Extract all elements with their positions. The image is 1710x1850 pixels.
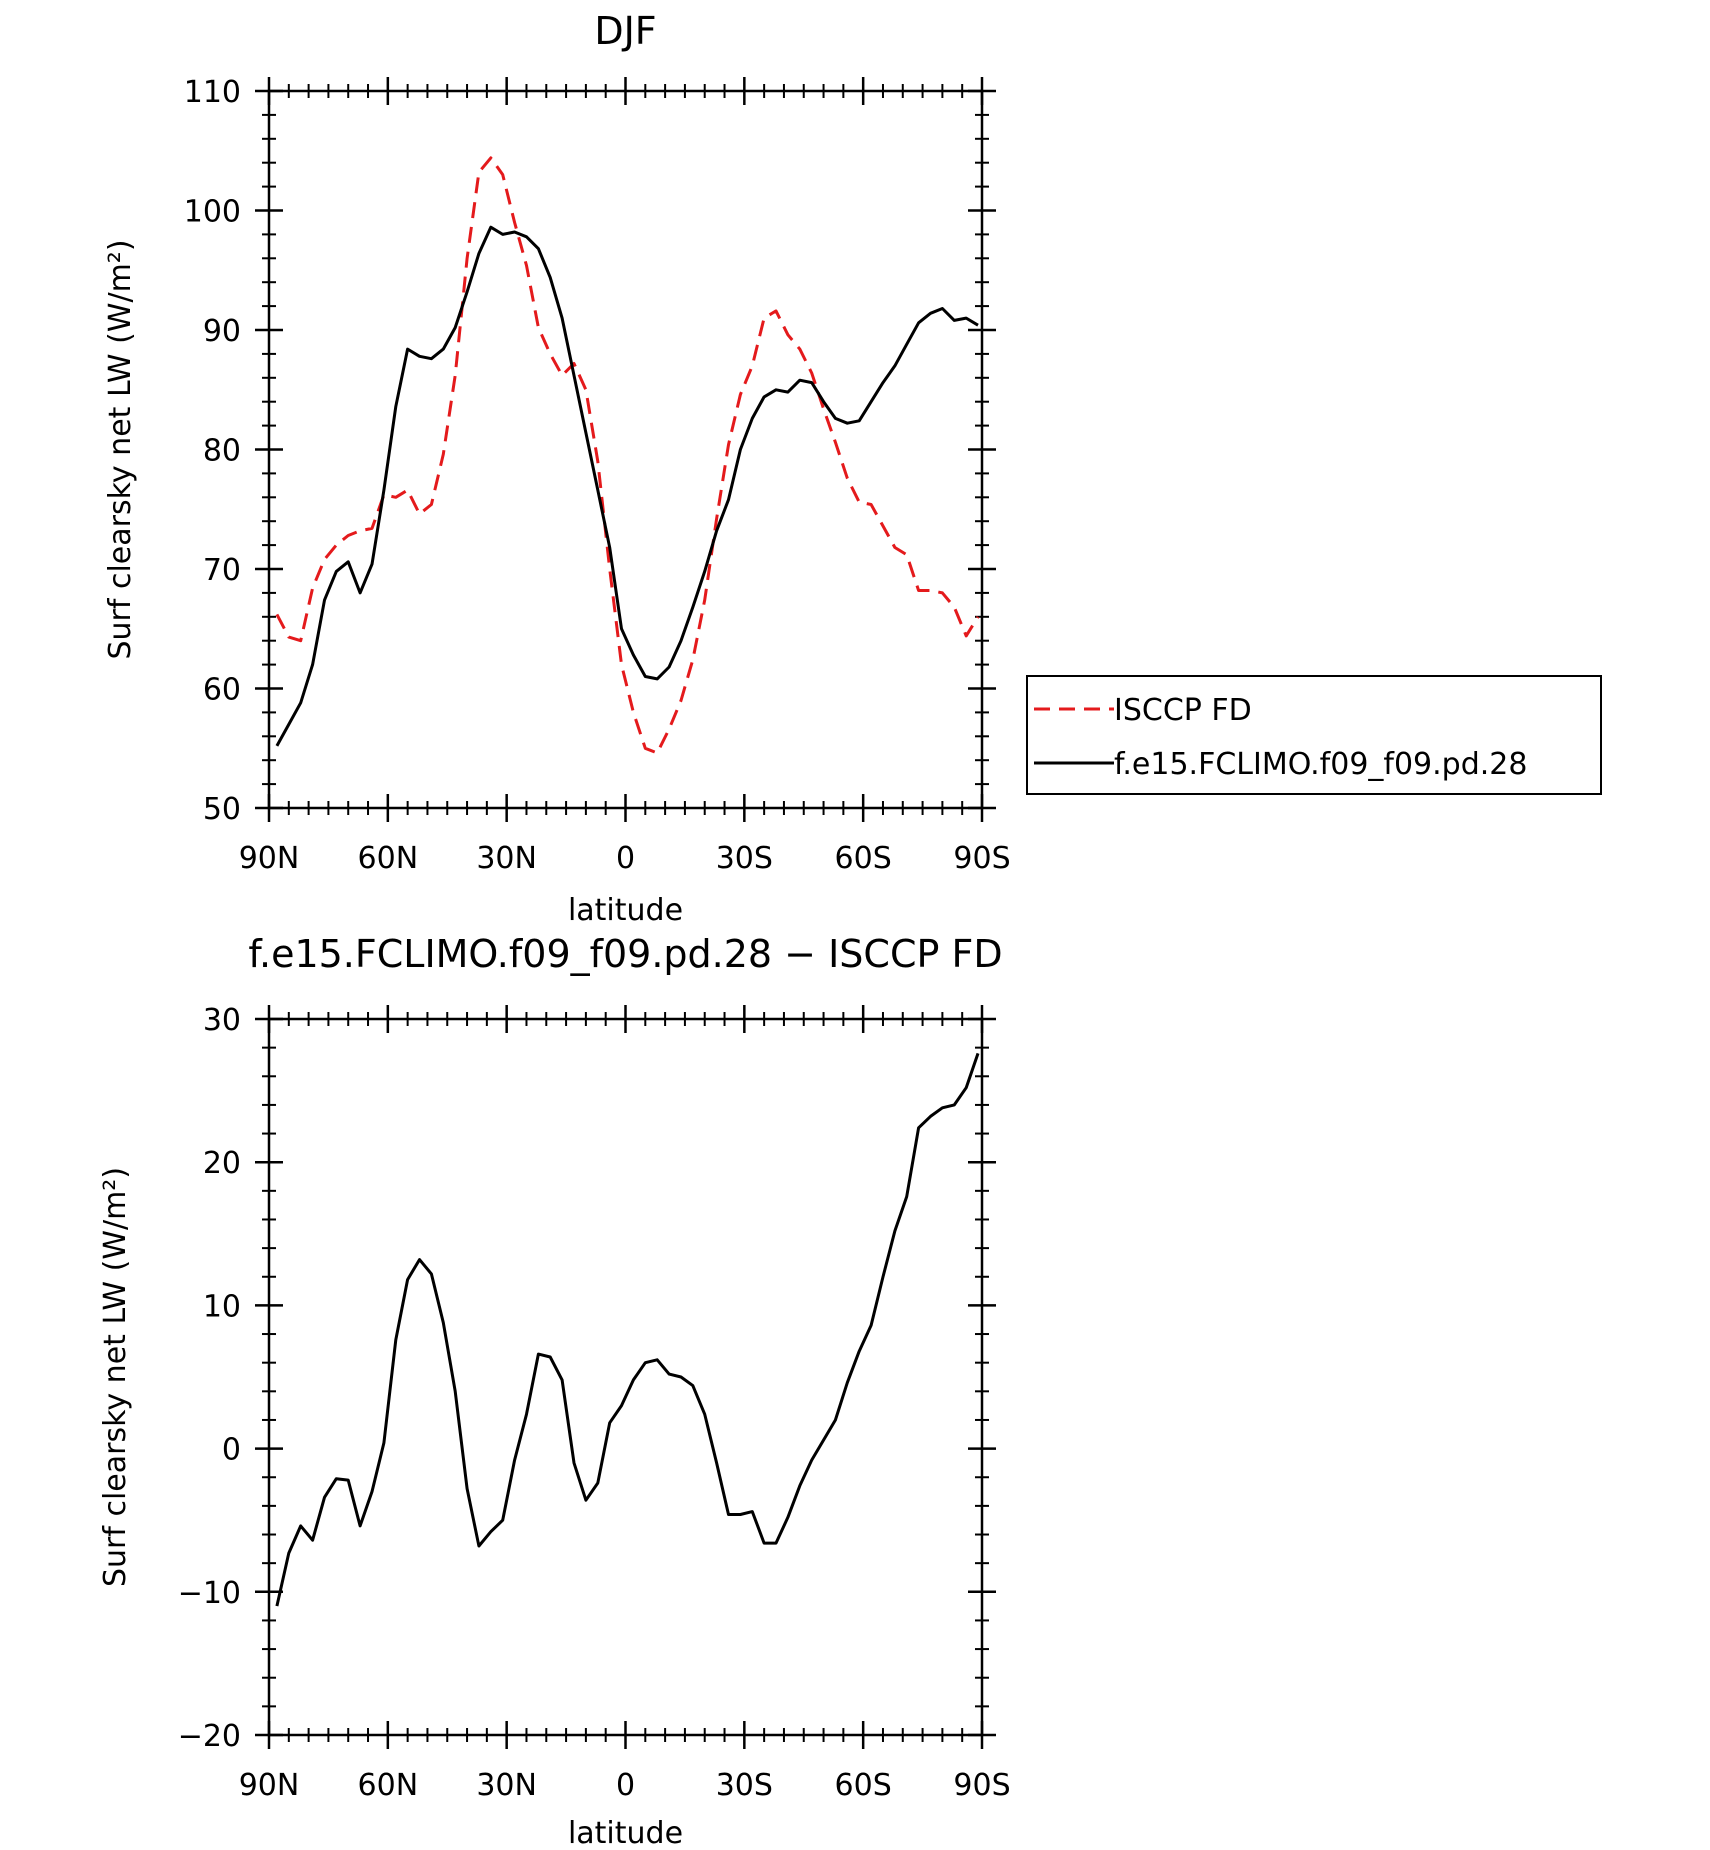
legend-label: f.e15.FCLIMO.f09_f09.pd.28 (1114, 747, 1527, 782)
chart-panel-1: DJF 50 60 70 80 90 100 110 90N 60N 30N 0 30S 60S 90S la… (103, 9, 1602, 928)
x-tick-label: 90S (953, 1768, 1010, 1803)
y-tick-label: 80 (203, 434, 241, 469)
x-tick-label: 90S (953, 841, 1010, 876)
x-tick-label: 90N (239, 841, 300, 876)
legend-label: ISCCP FD (1114, 693, 1252, 728)
x-tick-label: 60N (358, 1768, 419, 1803)
x-tick-label: 90N (239, 1768, 300, 1803)
x-tick-label: 30S (716, 1768, 773, 1803)
x-tick-label: 30S (716, 841, 773, 876)
x-tick-label: 60N (358, 841, 419, 876)
y-tick-label: −10 (178, 1576, 241, 1611)
plot-frame (267, 1017, 984, 1737)
y-tick-label: 110 (184, 75, 241, 110)
x-axis-label: latitude (568, 893, 683, 928)
x-tick-label: 30N (476, 841, 537, 876)
chart-title: DJF (594, 9, 656, 53)
y-tick-label: 30 (203, 1003, 241, 1038)
y-tick-label: 100 (184, 195, 241, 230)
y-tick-label: −20 (178, 1719, 241, 1754)
x-axis-label: latitude (568, 1816, 683, 1850)
y-axis-label: Surf clearsky net LW (W/m²) (103, 239, 138, 659)
y-tick-label: 0 (222, 1433, 241, 1468)
series-line-isccp-fd (275, 156, 980, 755)
y-tick-label: 50 (203, 792, 241, 827)
x-tick-label: 60S (835, 1768, 892, 1803)
y-tick-label: 10 (203, 1289, 241, 1324)
chart-title: f.e15.FCLIMO.f09_f09.pd.28 − ISCCP FD (248, 932, 1002, 976)
y-tick-label: 90 (203, 314, 241, 349)
legend-box (1026, 675, 1602, 795)
y-tick-label: 20 (203, 1146, 241, 1181)
series-line-difference (275, 1052, 980, 1607)
series-line-f-e15-fclimo-f09-f09-pd-28 (275, 225, 979, 747)
chart-panel-2: f.e15.FCLIMO.f09_f09.pd.28 − ISCCP FD −20… (98, 932, 1011, 1850)
y-tick-label: 60 (203, 673, 241, 708)
x-tick-label: 30N (476, 1768, 537, 1803)
x-tick-label: 0 (616, 841, 635, 876)
y-tick-label: 70 (203, 553, 241, 588)
x-tick-label: 60S (835, 841, 892, 876)
y-axis-label: Surf clearsky net LW (W/m²) (98, 1167, 133, 1587)
x-tick-label: 0 (616, 1768, 635, 1803)
plot-frame (267, 89, 984, 810)
legend: ISCCP FD f.e15.FCLIMO.f09_f09.pd.28 (1026, 675, 1602, 795)
